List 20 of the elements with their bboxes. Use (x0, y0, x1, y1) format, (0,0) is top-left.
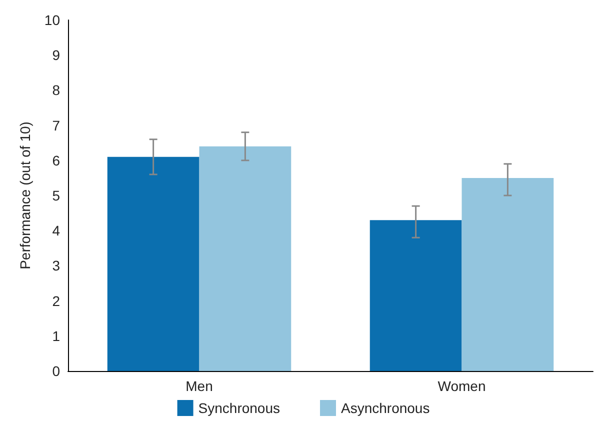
legend-label: Asynchronous (341, 400, 430, 416)
bar (107, 156, 200, 371)
y-tick-label: 4 (52, 222, 60, 239)
y-tick-label: 3 (52, 258, 60, 274)
legend-label: Synchronous (198, 400, 280, 416)
bar (199, 146, 292, 371)
y-tick-label: 6 (52, 152, 60, 168)
y-tick-label: 8 (52, 82, 60, 98)
y-tick-label: 2 (52, 292, 60, 309)
y-tick-label: 0 (52, 363, 60, 379)
bar (462, 178, 554, 371)
y-tick-label: 9 (52, 47, 60, 64)
y-tick-label: 5 (52, 188, 60, 204)
y-tick-label: 7 (52, 117, 60, 134)
bar (370, 220, 462, 371)
x-tick-label: Men (186, 378, 213, 394)
x-tick-label: Women (438, 378, 486, 394)
y-axis-title: Performance (out of 10) (17, 122, 33, 270)
y-tick-label: 1 (52, 328, 60, 344)
y-tick-label: 10 (44, 12, 60, 28)
